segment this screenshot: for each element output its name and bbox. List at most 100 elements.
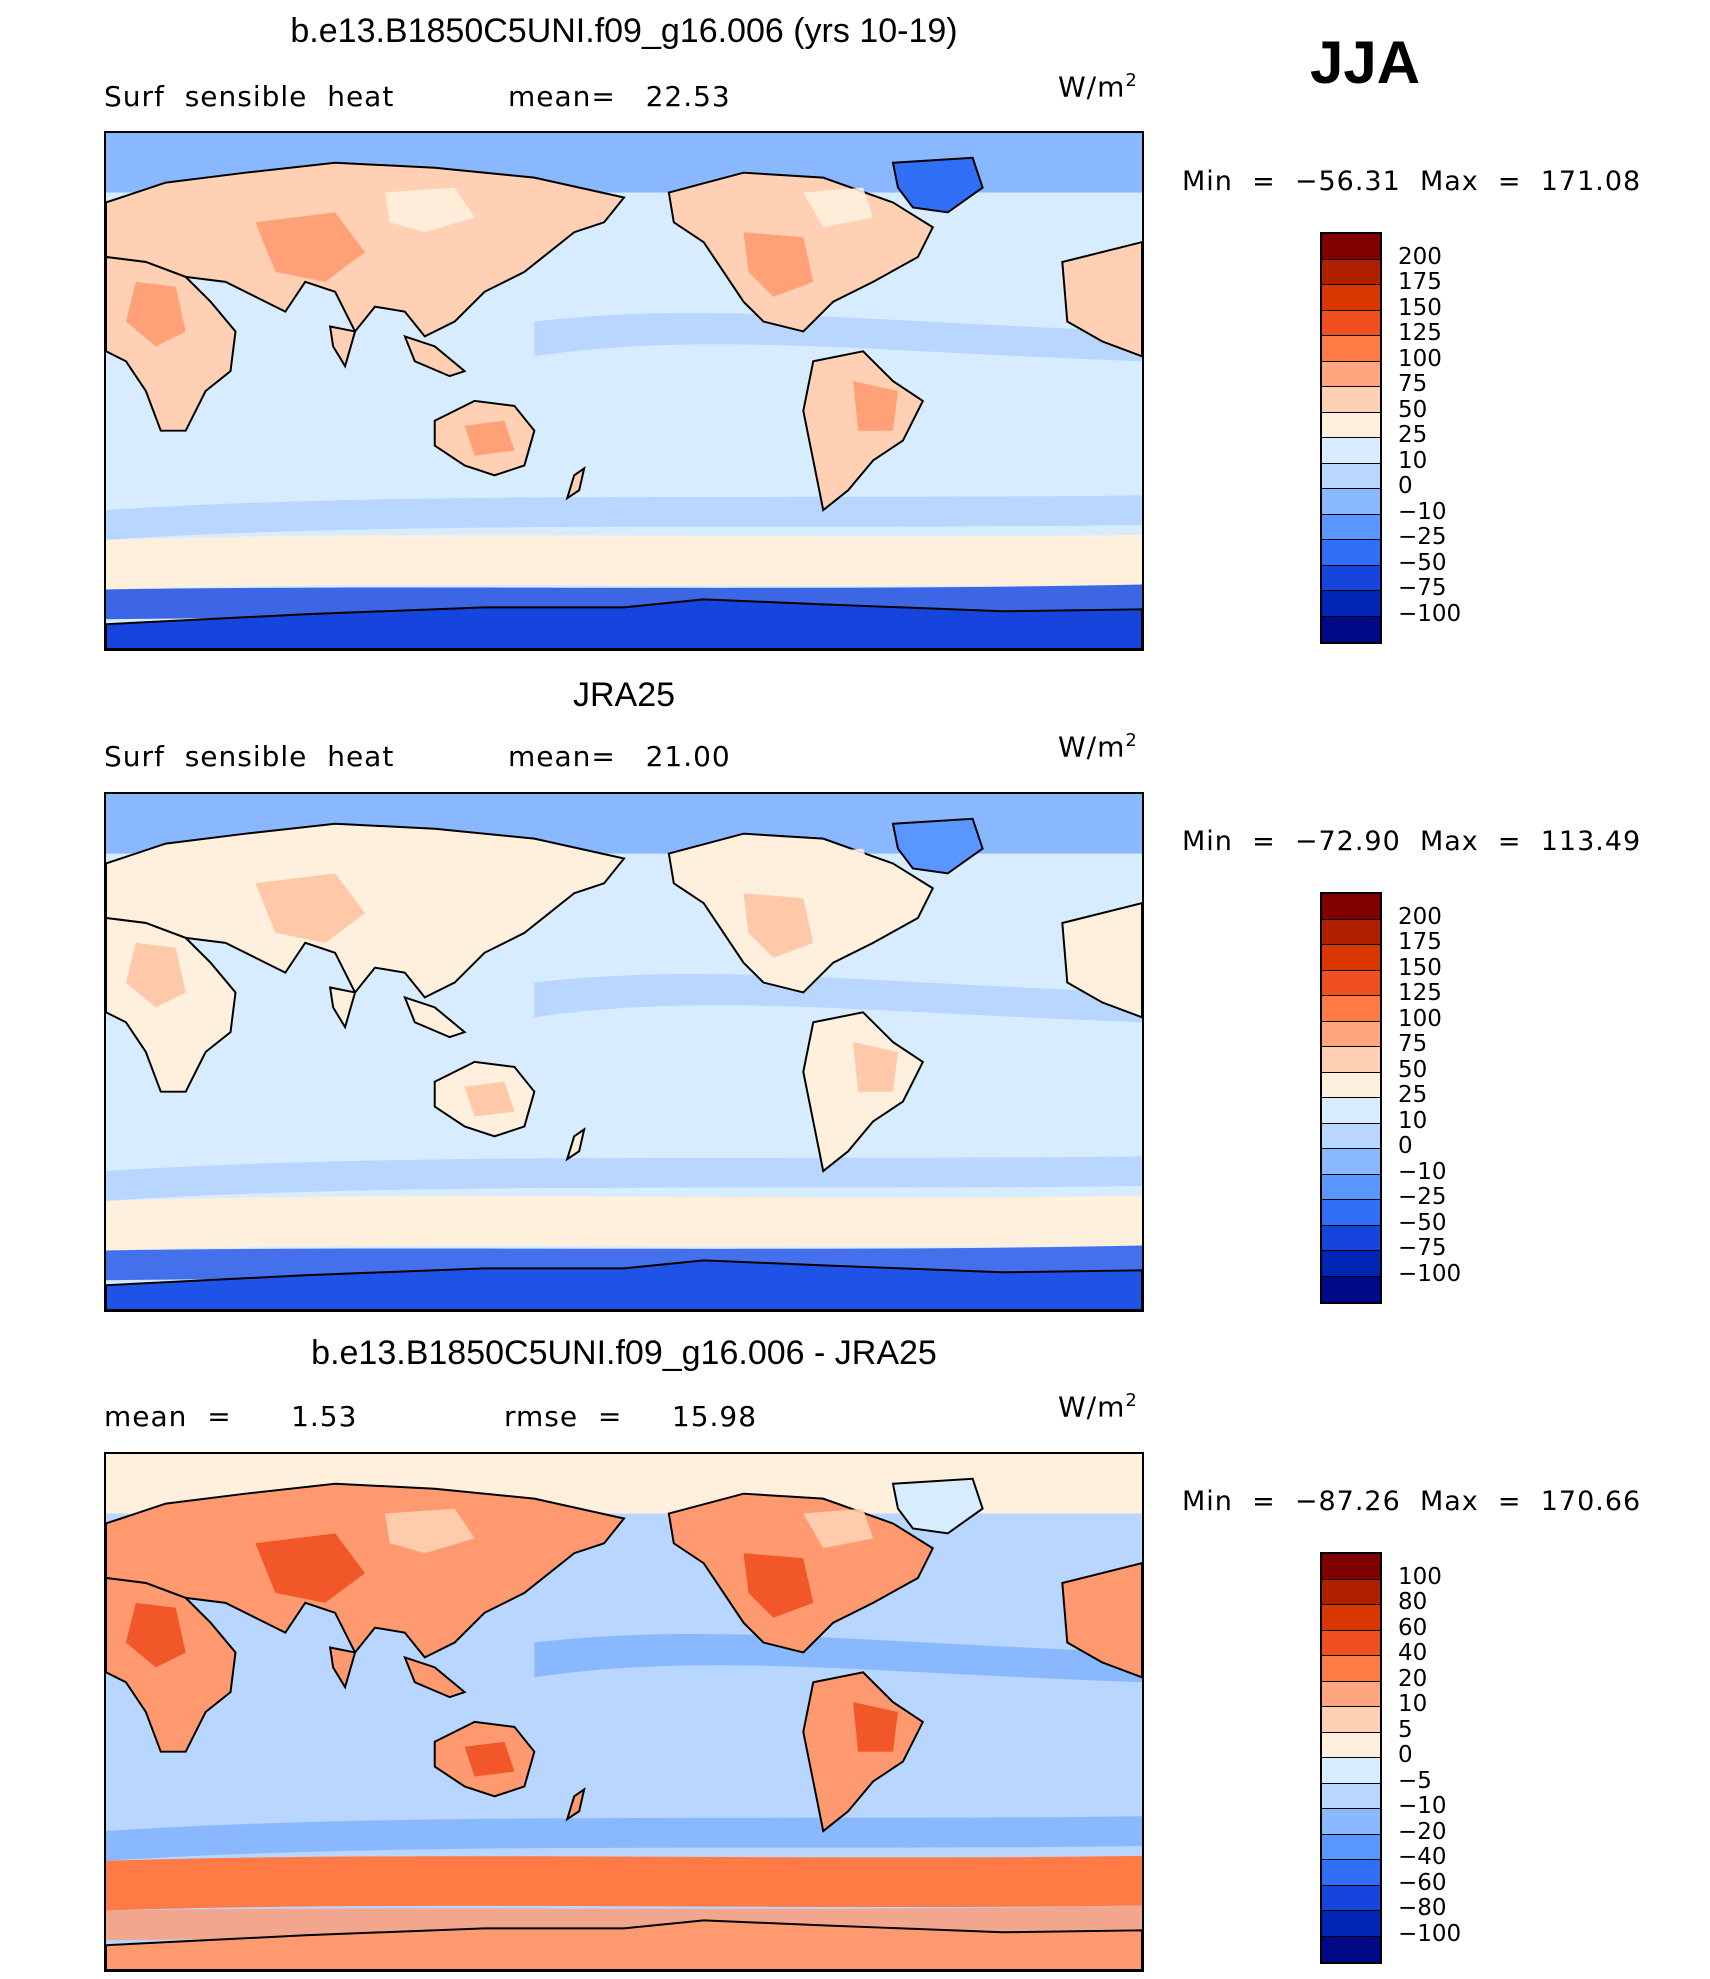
mean-label-model: mean= 22.53	[508, 80, 731, 113]
colorbar-tick-label: −80	[1398, 1895, 1447, 1921]
units-label-diff: W/m2	[1058, 1390, 1138, 1424]
colorbar-swatch	[1322, 1783, 1380, 1809]
colorbar-swatch	[1322, 1809, 1380, 1835]
colorbar-swatch	[1322, 1047, 1380, 1073]
colorbar-tick-label: 0	[1398, 1133, 1413, 1159]
colorbar-swatch	[1322, 1885, 1380, 1911]
colorbar-tick-label: 10	[1398, 447, 1428, 474]
colorbar-tick-label: −100	[1398, 600, 1462, 627]
colorbar-swatch	[1322, 1656, 1380, 1682]
colorbar-swatch	[1322, 894, 1380, 920]
minmax-label-diff: Min = −87.26 Max = 170.66	[1182, 1486, 1642, 1517]
colorbar-swatch	[1322, 1834, 1380, 1860]
minmax-label-obs: Min = −72.90 Max = 113.49	[1182, 826, 1642, 857]
colorbar-tick-label: 10	[1398, 1691, 1428, 1717]
mean-label-diff: mean = 1.53	[104, 1400, 358, 1433]
panel-title-diff: b.e13.B1850C5UNI.f09_g16.006 - JRA25	[311, 1334, 937, 1372]
colorbar-swatch	[1322, 1123, 1380, 1149]
colorbar-tick-label: 125	[1398, 980, 1442, 1006]
colorbar-tick-label: −10	[1398, 1158, 1447, 1185]
colorbar-tick-label: 25	[1398, 422, 1428, 448]
colorbar-swatch	[1322, 1554, 1380, 1580]
colorbar-swatch	[1322, 1860, 1380, 1886]
colorbar-tick-label: 100	[1398, 1005, 1442, 1032]
colorbar-swatch	[1322, 996, 1380, 1022]
colorbar-swatch	[1322, 970, 1380, 996]
colorbar-swatch	[1322, 514, 1380, 540]
colorbar-swatch	[1322, 387, 1380, 413]
colorbar-swatch	[1322, 1072, 1380, 1098]
colorbar-tick-label: 150	[1398, 294, 1442, 321]
colorbar-swatch	[1322, 540, 1380, 566]
variable-label-model: Surf sensible heat	[104, 80, 395, 113]
colorbar-tick-label: 200	[1398, 903, 1442, 930]
colorbar-swatch	[1322, 285, 1380, 311]
colorbar-tick-label: 40	[1398, 1640, 1428, 1666]
colorbar-swatch	[1322, 945, 1380, 971]
colorbar-swatch	[1322, 616, 1380, 642]
colorbar-swatch	[1322, 489, 1380, 515]
colorbar-swatch	[1322, 463, 1380, 489]
colorbar-tick-label: 80	[1398, 1589, 1428, 1615]
mean-label-obs: mean= 21.00	[508, 740, 731, 773]
colorbar-tick-label: −75	[1398, 575, 1447, 601]
colorbar-swatch	[1322, 1758, 1380, 1784]
colorbar-swatch	[1322, 336, 1380, 362]
colorbar-swatch	[1322, 919, 1380, 945]
map-panel-model	[104, 131, 1144, 651]
units-label-model: W/m2	[1058, 70, 1138, 104]
colorbar-tick-label: −25	[1398, 1184, 1447, 1210]
colorbar-tick-label: −40	[1398, 1844, 1447, 1870]
colorbar-tick-label: 5	[1398, 1716, 1413, 1743]
colorbar-model	[1320, 232, 1382, 644]
colorbar-diff	[1320, 1552, 1382, 1964]
colorbar-swatch	[1322, 1936, 1380, 1962]
colorbar-tick-label: −20	[1398, 1818, 1447, 1845]
colorbar-tick-label: −5	[1398, 1767, 1432, 1794]
colorbar-swatch	[1322, 438, 1380, 464]
units-label-obs: W/m2	[1058, 730, 1138, 764]
colorbar-tick-label: −50	[1398, 1209, 1447, 1236]
colorbar-tick-label: 75	[1398, 371, 1428, 397]
colorbar-swatch	[1322, 1200, 1380, 1226]
colorbar-swatch	[1322, 412, 1380, 438]
colorbar-tick-label: 200	[1398, 243, 1442, 270]
colorbar-swatch	[1322, 1251, 1380, 1277]
variable-label-obs: Surf sensible heat	[104, 740, 395, 773]
colorbar-tick-label: 0	[1398, 473, 1413, 499]
colorbar-obs	[1320, 892, 1382, 1304]
colorbar-tick-label: 50	[1398, 1056, 1428, 1083]
colorbar-tick-label: 50	[1398, 396, 1428, 423]
colorbar-tick-label: −50	[1398, 549, 1447, 576]
colorbar-tick-label: 100	[1398, 1563, 1442, 1590]
colorbar-tick-label: 125	[1398, 320, 1442, 346]
colorbar-swatch	[1322, 1098, 1380, 1124]
colorbar-swatch	[1322, 1579, 1380, 1605]
colorbar-tick-label: 25	[1398, 1082, 1428, 1108]
colorbar-swatch	[1322, 1707, 1380, 1733]
colorbar-tick-label: 10	[1398, 1107, 1428, 1134]
colorbar-swatch	[1322, 234, 1380, 260]
colorbar-swatch	[1322, 1605, 1380, 1631]
colorbar-tick-label: 0	[1398, 1742, 1413, 1768]
colorbar-swatch	[1322, 591, 1380, 617]
colorbar-swatch	[1322, 1174, 1380, 1200]
colorbar-swatch	[1322, 1225, 1380, 1251]
colorbar-swatch	[1322, 565, 1380, 591]
season-label: JJA	[1310, 29, 1421, 96]
panel-title-obs: JRA25	[572, 676, 676, 714]
colorbar-swatch	[1322, 1021, 1380, 1047]
colorbar-tick-label: 75	[1398, 1031, 1428, 1057]
colorbar-tick-label: −10	[1398, 1793, 1447, 1819]
colorbar-swatch	[1322, 310, 1380, 336]
colorbar-tick-label: 150	[1398, 954, 1442, 981]
colorbar-swatch	[1322, 1732, 1380, 1758]
panel-title-model: b.e13.B1850C5UNI.f09_g16.006 (yrs 10-19)	[290, 12, 958, 50]
map-panel-diff	[104, 1452, 1144, 1972]
rmse-label-diff: rmse = 15.98	[504, 1400, 758, 1433]
minmax-label-model: Min = −56.31 Max = 171.08	[1182, 166, 1642, 197]
colorbar-swatch	[1322, 1149, 1380, 1175]
colorbar-swatch	[1322, 1681, 1380, 1707]
colorbar-swatch	[1322, 1276, 1380, 1302]
colorbar-swatch	[1322, 1911, 1380, 1937]
